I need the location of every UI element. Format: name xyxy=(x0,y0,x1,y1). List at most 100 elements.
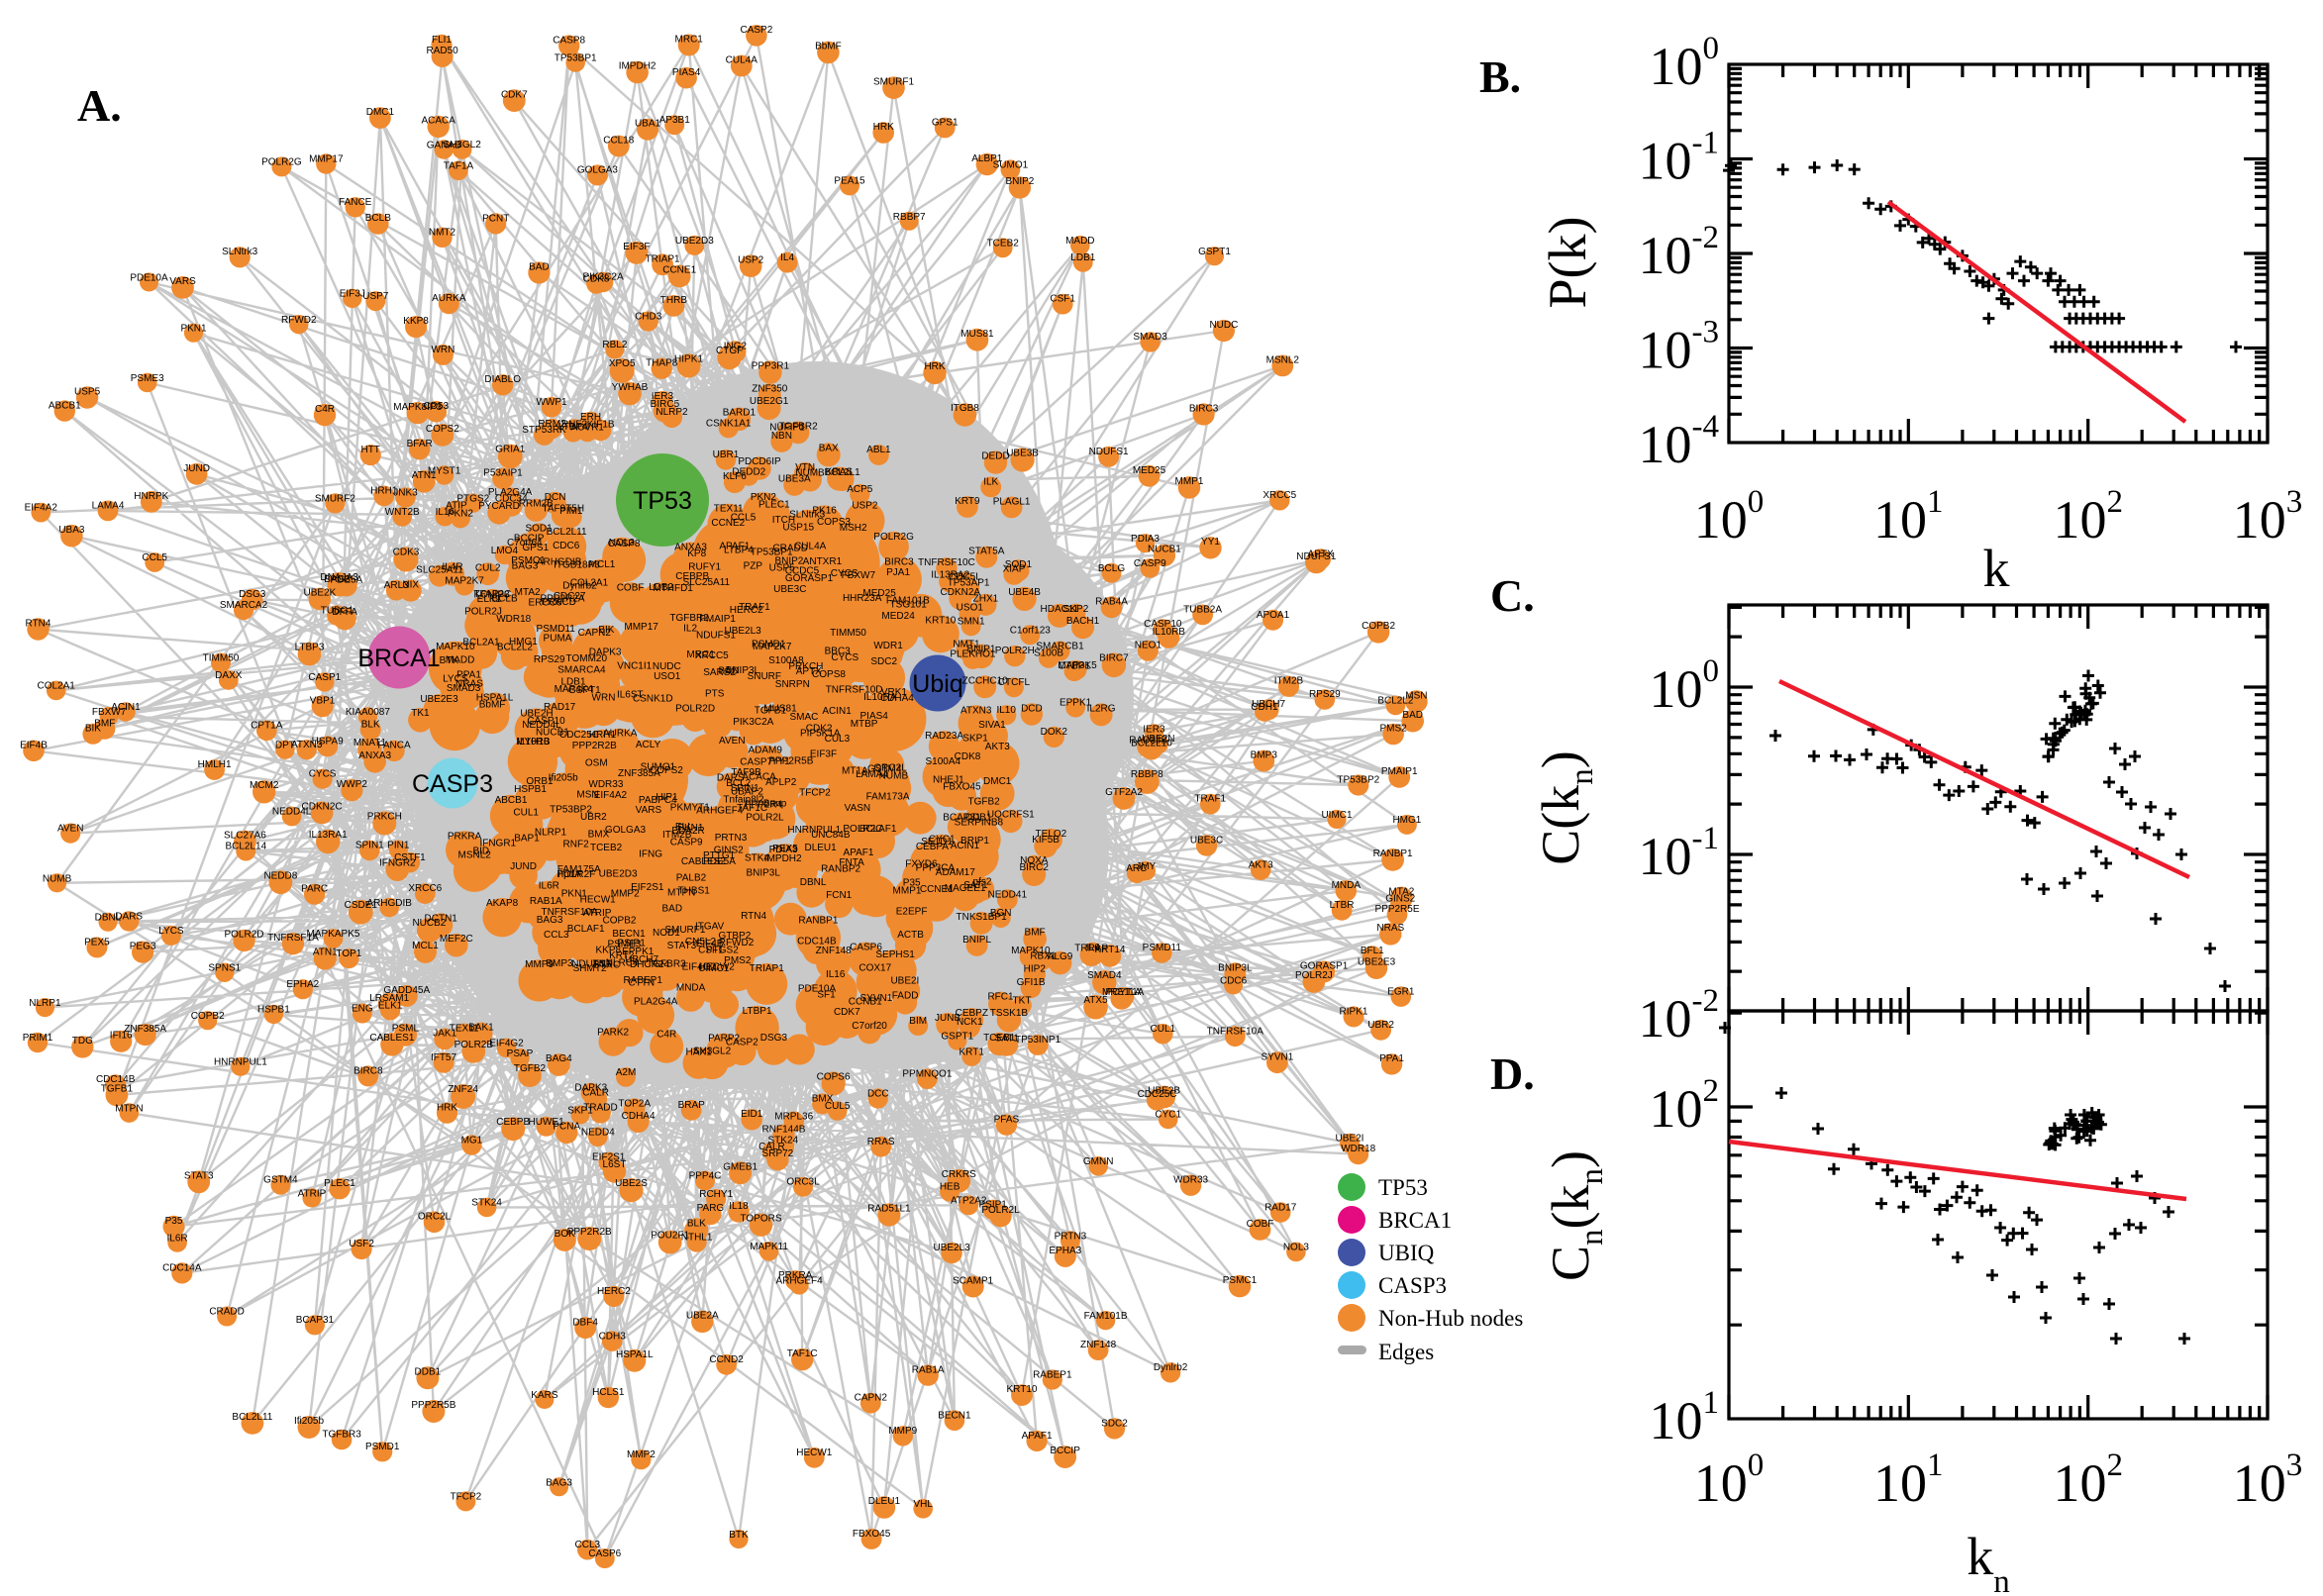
svg-text:TGFBR3: TGFBR3 xyxy=(647,958,686,969)
svg-text:DLEU1: DLEU1 xyxy=(868,1496,901,1507)
svg-text:RNF2: RNF2 xyxy=(561,419,588,430)
svg-text:LDB1: LDB1 xyxy=(560,676,585,687)
svg-text:UBE3B: UBE3B xyxy=(1006,449,1039,459)
svg-text:BECN1: BECN1 xyxy=(612,929,646,940)
svg-text:FADD: FADD xyxy=(892,990,919,1001)
svg-text:CCNE1: CCNE1 xyxy=(662,265,696,276)
svg-text:ARL3: ARL3 xyxy=(384,580,409,591)
svg-text:WDR18: WDR18 xyxy=(1341,1144,1375,1154)
svg-text:DAPK3: DAPK3 xyxy=(574,1083,607,1094)
svg-text:NHEJ1: NHEJ1 xyxy=(933,775,964,786)
svg-text:NEDD4L: NEDD4L xyxy=(522,720,561,731)
svg-text:CASP8: CASP8 xyxy=(553,35,585,46)
svg-text:SYVN1: SYVN1 xyxy=(1262,1051,1294,1062)
svg-text:BRAP: BRAP xyxy=(678,1100,706,1111)
svg-text:MMP9: MMP9 xyxy=(525,959,554,970)
svg-text:EIF4B: EIF4B xyxy=(20,741,48,751)
svg-text:CUL1: CUL1 xyxy=(513,808,539,819)
svg-text:AP3B1: AP3B1 xyxy=(659,115,691,126)
svg-text:ACIN1: ACIN1 xyxy=(951,841,980,851)
svg-text:SMAD4: SMAD4 xyxy=(1087,970,1122,981)
svg-text:BCLB: BCLB xyxy=(492,594,518,605)
svg-text:DDB1: DDB1 xyxy=(415,1366,442,1377)
svg-text:CDK7: CDK7 xyxy=(834,1007,860,1018)
svg-text:NRAS: NRAS xyxy=(455,679,483,690)
svg-text:SRP72: SRP72 xyxy=(762,1148,794,1159)
svg-text:NEO1: NEO1 xyxy=(1135,641,1162,651)
svg-text:TOP1: TOP1 xyxy=(336,948,361,959)
svg-text:DMC1: DMC1 xyxy=(983,776,1012,787)
svg-text:ATXN3: ATXN3 xyxy=(291,740,323,750)
svg-text:TFCP2: TFCP2 xyxy=(451,1492,482,1503)
svg-text:BCLAF1: BCLAF1 xyxy=(567,924,605,935)
svg-text:ZNF385A: ZNF385A xyxy=(618,768,660,779)
svg-text:EIF4G2: EIF4G2 xyxy=(682,961,717,972)
svg-text:UBE2D3: UBE2D3 xyxy=(675,236,714,247)
svg-text:DSG3: DSG3 xyxy=(239,589,266,600)
svg-text:ATX5: ATX5 xyxy=(1083,995,1108,1006)
svg-text:LRSAM1: LRSAM1 xyxy=(369,993,409,1004)
svg-text:FBXO45: FBXO45 xyxy=(853,1529,891,1540)
svg-text:TOPORS: TOPORS xyxy=(740,1214,781,1225)
svg-text:IL13RA1: IL13RA1 xyxy=(309,830,348,841)
svg-text:CEBPB: CEBPB xyxy=(496,1117,530,1128)
svg-text:PMS2: PMS2 xyxy=(724,955,752,966)
svg-text:KIF1B: KIF1B xyxy=(587,420,615,431)
svg-text:BIRC3: BIRC3 xyxy=(884,557,914,568)
svg-text:POLR2B: POLR2B xyxy=(454,1040,494,1050)
svg-text:HTT: HTT xyxy=(360,445,379,455)
svg-text:BMP3: BMP3 xyxy=(1251,750,1278,761)
svg-text:TP53BP1: TP53BP1 xyxy=(751,548,793,558)
svg-text:BNIPL: BNIPL xyxy=(962,935,991,946)
svg-text:THRB: THRB xyxy=(660,295,688,306)
svg-text:ARHGDIB: ARHGDIB xyxy=(366,898,412,909)
svg-text:CDC14B: CDC14B xyxy=(96,1074,136,1085)
svg-text:CN5L2: CN5L2 xyxy=(685,937,717,948)
svg-text:JNK3: JNK3 xyxy=(393,487,418,498)
svg-text:CUL2: CUL2 xyxy=(475,562,501,573)
svg-text:ACIN1: ACIN1 xyxy=(822,706,852,717)
svg-text:NIX: NIX xyxy=(402,579,419,590)
svg-text:SPIN1: SPIN1 xyxy=(731,783,759,794)
svg-text:RAD17: RAD17 xyxy=(544,702,576,713)
svg-text:APAF1: APAF1 xyxy=(719,541,750,551)
svg-text:UBR1: UBR1 xyxy=(713,449,740,460)
svg-text:CDKN2A: CDKN2A xyxy=(941,587,981,598)
svg-text:UBE2I: UBE2I xyxy=(890,976,919,987)
svg-text:UBA1: UBA1 xyxy=(635,119,661,130)
svg-text:HIP1: HIP1 xyxy=(656,792,678,803)
svg-text:USO1: USO1 xyxy=(957,603,984,614)
svg-text:BIK: BIK xyxy=(85,724,101,735)
svg-text:IL10: IL10 xyxy=(996,705,1016,716)
svg-text:SE1D1: SE1D1 xyxy=(921,837,953,848)
svg-text:ACLY: ACLY xyxy=(636,740,661,750)
svg-text:PDIA3: PDIA3 xyxy=(1131,534,1160,545)
svg-text:STP53RK: STP53RK xyxy=(522,425,566,436)
svg-text:ORC2L: ORC2L xyxy=(418,1212,452,1223)
svg-text:BCLG: BCLG xyxy=(1098,563,1125,574)
svg-text:NLRP2: NLRP2 xyxy=(656,407,688,418)
svg-text:JAK1: JAK1 xyxy=(433,1029,456,1040)
svg-text:KKP8: KKP8 xyxy=(403,316,429,327)
svg-text:HEB: HEB xyxy=(940,1182,960,1193)
svg-text:SAT1: SAT1 xyxy=(963,880,988,891)
svg-text:IFNGR1: IFNGR1 xyxy=(479,839,516,849)
svg-text:NOD1: NOD1 xyxy=(653,928,680,939)
svg-text:NDUFS1: NDUFS1 xyxy=(696,631,736,642)
svg-text:PSMD1: PSMD1 xyxy=(365,1442,400,1452)
svg-text:POLR2G: POLR2G xyxy=(873,532,914,543)
svg-text:EIF3J: EIF3J xyxy=(340,289,365,300)
svg-text:AURKA: AURKA xyxy=(432,293,466,304)
svg-text:VHL: VHL xyxy=(913,1499,933,1510)
svg-text:PKMYT1: PKMYT1 xyxy=(670,803,710,814)
svg-text:B.: B. xyxy=(1479,51,1521,102)
svg-text:PUMA: PUMA xyxy=(544,634,572,645)
svg-text:PSME3: PSME3 xyxy=(607,940,641,950)
svg-text:GSTM4: GSTM4 xyxy=(867,764,902,775)
svg-text:S100A4: S100A4 xyxy=(926,756,961,767)
svg-text:HAX1: HAX1 xyxy=(686,1047,713,1058)
svg-text:KLF6: KLF6 xyxy=(723,471,747,482)
svg-text:SMAD3: SMAD3 xyxy=(447,683,481,694)
svg-text:BTRC: BTRC xyxy=(593,959,620,970)
svg-text:BFAR: BFAR xyxy=(407,439,433,449)
